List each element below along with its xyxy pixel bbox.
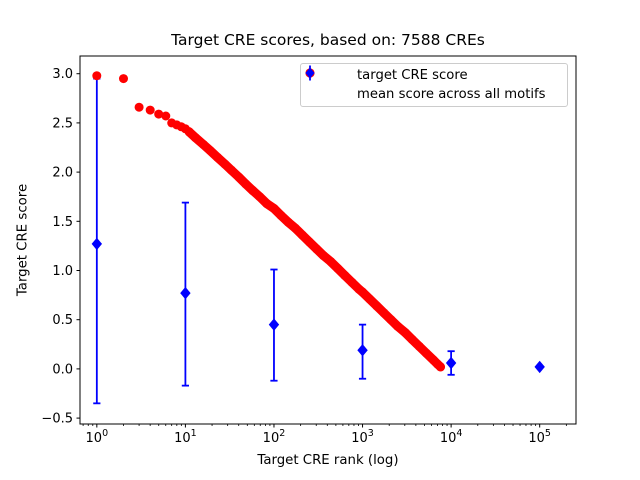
svg-text:101: 101 — [174, 428, 197, 446]
legend-item-target-score: target CRE score — [301, 66, 567, 85]
chart-title: Target CRE scores, based on: 7588 CREs — [171, 31, 485, 49]
svg-text:100: 100 — [86, 428, 109, 446]
legend-label: target CRE score — [357, 68, 468, 83]
svg-text:3.0: 3.0 — [52, 67, 73, 82]
legend: target CRE score mean score across all m… — [300, 63, 568, 107]
legend-item-mean-score: mean score across all motifs — [301, 65, 567, 104]
svg-text:103: 103 — [351, 428, 374, 446]
svg-text:−0.5: −0.5 — [41, 412, 73, 427]
svg-text:0.0: 0.0 — [52, 362, 73, 377]
svg-text:2.0: 2.0 — [52, 166, 73, 181]
legend-label: mean score across all motifs — [357, 87, 546, 102]
axes-frame — [79, 55, 577, 425]
x-axis-label: Target CRE rank (log) — [257, 453, 399, 468]
svg-text:0.5: 0.5 — [52, 313, 73, 328]
svg-text:104: 104 — [440, 428, 463, 446]
svg-text:105: 105 — [528, 428, 551, 446]
svg-text:102: 102 — [263, 428, 286, 446]
x-axis-ticks: 100 101 102 103 104 105 — [82, 424, 567, 446]
svg-text:1.0: 1.0 — [52, 264, 73, 279]
y-axis-label: Target CRE score — [15, 183, 31, 297]
y-axis-ticks: 3.0 2.5 2.0 1.5 1.0 0.5 0.0 −0.5 — [41, 67, 80, 427]
svg-text:1.5: 1.5 — [52, 215, 73, 230]
svg-text:2.5: 2.5 — [52, 116, 73, 131]
series-mean-score-across-motifs — [91, 77, 545, 405]
series-target-cre-score — [92, 71, 445, 372]
